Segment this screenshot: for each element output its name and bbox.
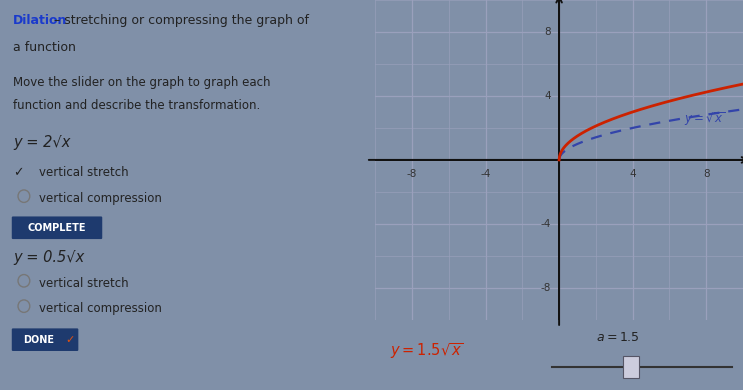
Text: vertical compression: vertical compression [39,302,161,315]
Text: Move the slider on the graph to graph each: Move the slider on the graph to graph ea… [13,76,270,89]
Text: DONE: DONE [23,335,54,345]
Text: ✓: ✓ [13,166,23,179]
Text: y = 2√x: y = 2√x [13,135,71,149]
Text: $a = 1.5$: $a = 1.5$ [596,331,640,344]
FancyBboxPatch shape [12,328,78,351]
Text: – stretching or compressing the graph of: – stretching or compressing the graph of [50,14,308,27]
Text: y = 0.5√x: y = 0.5√x [13,250,84,264]
Text: -4: -4 [481,169,490,179]
Text: Dilation: Dilation [13,14,68,27]
Text: -8: -8 [407,169,417,179]
Text: function and describe the transformation.: function and describe the transformation… [13,99,260,112]
Text: ✓: ✓ [65,335,74,345]
Text: COMPLETE: COMPLETE [27,223,86,233]
Text: 4: 4 [629,169,636,179]
Text: vertical stretch: vertical stretch [39,277,129,290]
Text: $y = 1.5\sqrt{x}$: $y = 1.5\sqrt{x}$ [390,342,464,361]
Text: -8: -8 [540,283,551,293]
FancyBboxPatch shape [12,216,103,239]
Text: 4: 4 [544,91,551,101]
Text: 8: 8 [544,27,551,37]
Text: 8: 8 [703,169,710,179]
Text: $y = \sqrt{x}$: $y = \sqrt{x}$ [684,110,725,128]
FancyBboxPatch shape [623,356,639,378]
Text: vertical compression: vertical compression [39,192,161,205]
Text: a function: a function [13,41,76,54]
Text: -4: -4 [540,219,551,229]
Text: vertical stretch: vertical stretch [39,166,129,179]
